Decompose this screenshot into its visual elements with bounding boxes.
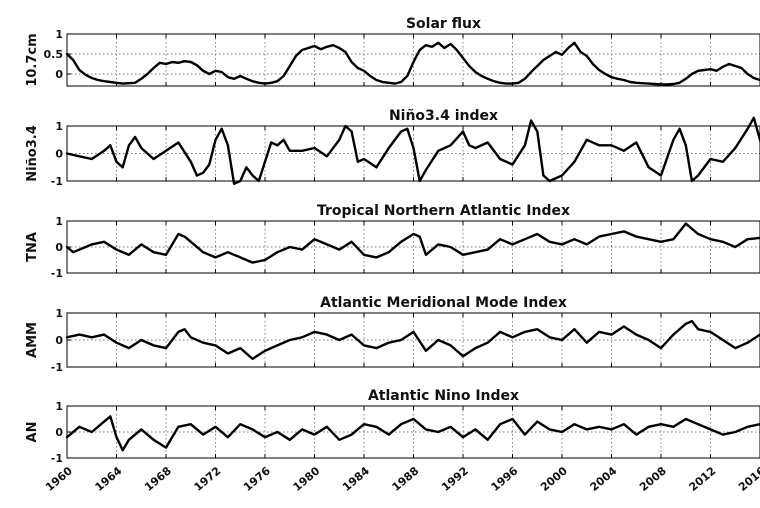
- y-tick-label: -1: [51, 267, 63, 280]
- y-tick-label: 0: [55, 334, 63, 347]
- x-tick-label: 2016: [736, 464, 760, 494]
- series-line-2: [65, 116, 760, 185]
- y-tick-label: 0: [55, 426, 63, 439]
- y-axis-label: 10.7cm: [25, 33, 40, 86]
- x-tick-label: 1964: [93, 464, 125, 494]
- x-tick-label: 1960: [43, 464, 75, 494]
- x-tick-label: 2004: [588, 464, 620, 494]
- panel-title: Solar flux: [406, 16, 481, 32]
- y-tick-label: 1: [55, 28, 63, 41]
- series-line-4: [65, 319, 760, 361]
- y-tick-label: -1: [51, 175, 63, 188]
- x-tick-label: 2008: [637, 464, 669, 494]
- y-axis-label: TNA: [25, 232, 40, 262]
- x-tick-label: 1988: [390, 464, 422, 494]
- y-tick-label: 0: [55, 148, 63, 161]
- y-tick-label: 0: [55, 241, 63, 254]
- x-tick-label: 2000: [538, 464, 570, 494]
- y-tick-label: 1: [55, 400, 63, 413]
- panel-title: Tropical Northern Atlantic Index: [317, 203, 570, 219]
- y-axis-label: AN: [25, 422, 40, 443]
- x-tick-label: 1976: [241, 464, 273, 494]
- x-tick-label: 1972: [192, 464, 224, 494]
- x-tick-label: 1980: [291, 464, 323, 494]
- y-tick-label: 0.5: [44, 48, 64, 61]
- series-line-5: [65, 415, 760, 452]
- x-tick-label: 1996: [489, 464, 521, 494]
- panel-title: Atlantic Nino Index: [368, 388, 519, 404]
- y-tick-label: -1: [51, 361, 63, 374]
- y-tick-label: 0: [55, 68, 63, 81]
- y-axis-label: AMM: [25, 322, 40, 358]
- y-tick-label: -1: [51, 452, 63, 465]
- y-tick-label: 1: [55, 215, 63, 228]
- x-tick-label: 1968: [142, 464, 174, 494]
- panel-title: Niño3.4 index: [389, 108, 498, 124]
- x-tick-label: 1992: [439, 464, 471, 494]
- series-line-1: [65, 41, 760, 86]
- y-axis-label: Niño3.4: [25, 125, 40, 182]
- x-tick-label: 2012: [687, 464, 719, 494]
- y-tick-label: 1: [55, 120, 63, 133]
- x-tick-label: 1984: [340, 464, 372, 494]
- y-tick-label: 1: [55, 307, 63, 320]
- panel-title: Atlantic Meridional Mode Index: [320, 295, 567, 311]
- series-line-3: [65, 222, 760, 264]
